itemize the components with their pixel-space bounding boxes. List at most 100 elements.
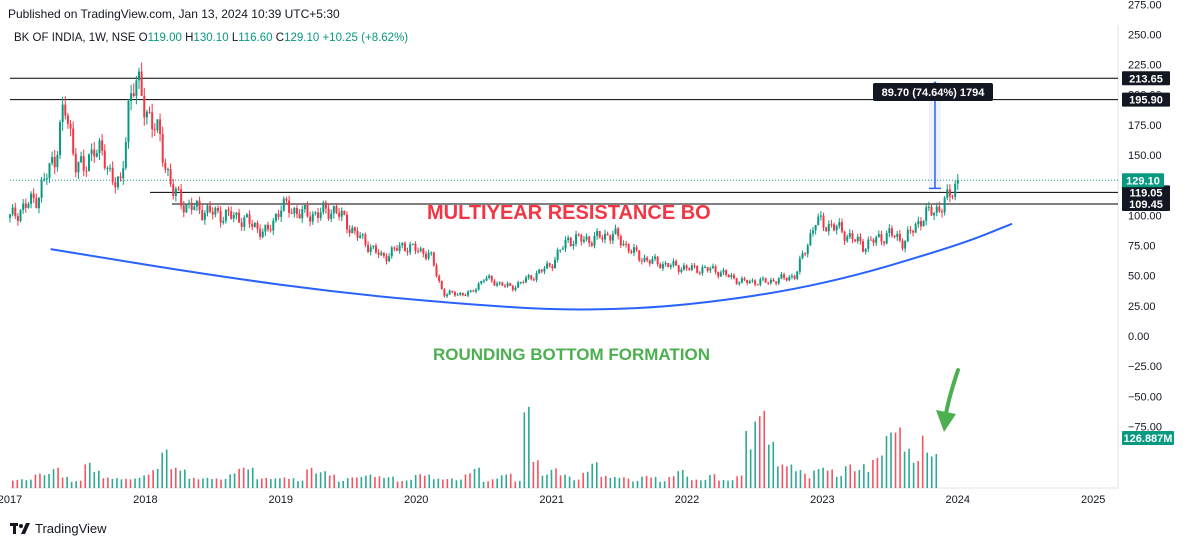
candle-body (546, 263, 549, 269)
tradingview-footer[interactable]: TradingView (10, 521, 107, 536)
candle-body (614, 228, 617, 235)
candle-body (493, 280, 496, 286)
candle-body (467, 291, 470, 296)
x-tick-label: 2017 (0, 494, 22, 506)
candle-body (251, 223, 254, 227)
candle-body (809, 233, 812, 246)
candle-body (754, 280, 757, 285)
volume-bar (84, 464, 87, 488)
volume-bar (446, 479, 449, 488)
volume-bar (605, 475, 607, 488)
candle-body (359, 235, 362, 238)
volume-bar (509, 473, 512, 488)
x-tick-label: 2018 (133, 494, 157, 506)
candle-body (56, 155, 59, 168)
close-label: C (275, 32, 285, 44)
volume-bar (645, 475, 648, 488)
candle-body (290, 212, 293, 214)
candle-body (846, 236, 849, 241)
candle-body (240, 222, 243, 227)
candle-body (943, 197, 946, 213)
candle-body (817, 216, 820, 226)
candle-body (424, 253, 427, 259)
candle-body (11, 207, 14, 215)
candle-body (704, 267, 707, 269)
volume-bar (301, 480, 304, 488)
candle-body (525, 277, 528, 283)
candle-body (643, 257, 646, 262)
candle-body (688, 268, 691, 270)
x-tick-label: 2019 (269, 494, 293, 506)
candle-body (719, 272, 722, 277)
candle-body (140, 71, 143, 96)
volume-bar (419, 474, 422, 488)
candle-body (764, 278, 767, 283)
volume-bar (700, 480, 702, 488)
volume-bar (98, 470, 100, 488)
candle-body (159, 119, 162, 134)
volume-bar (197, 479, 200, 488)
volume-bar (174, 467, 177, 488)
volume-bar (229, 474, 231, 488)
volume-bar (392, 476, 394, 488)
volume-bar (894, 432, 897, 488)
level-label: 119.05 (1122, 185, 1170, 200)
candle-body (132, 93, 135, 97)
volume-bar (813, 470, 815, 488)
candle-body (443, 289, 446, 297)
low-value: 116.60 (238, 32, 273, 44)
volume-bar (297, 481, 299, 488)
candle-body (717, 272, 720, 277)
volume-bar (668, 477, 670, 488)
candle-body (301, 209, 304, 219)
candle-body (72, 128, 75, 154)
candle-body (180, 189, 183, 206)
x-tick-label: 2023 (810, 494, 834, 506)
rounding-bottom-curve (50, 222, 1013, 311)
measure-arrow[interactable]: 89.70 (74.64%) 1794 (873, 81, 993, 190)
volume-label-bg (1122, 431, 1174, 445)
volume-bar (478, 467, 480, 488)
volume-bar (695, 479, 698, 488)
candle-body (153, 129, 156, 131)
candle-body (130, 93, 133, 101)
volume-bar (21, 479, 23, 488)
candle-body (224, 209, 227, 221)
volume-bar (283, 477, 286, 488)
candle-body (825, 227, 828, 232)
price-axis[interactable]: 275.00250.00225.00200.00175.00150.00125.… (1128, 0, 1162, 433)
volume-bar (677, 471, 680, 488)
candle-body (211, 211, 214, 215)
candle-body (588, 236, 591, 244)
candle-body (761, 278, 764, 280)
candle-body (135, 80, 138, 97)
volume-bar (288, 478, 290, 488)
candle-body (280, 210, 283, 217)
candle-body (701, 267, 704, 274)
volume-bar (514, 481, 517, 488)
volume-bar (378, 476, 381, 488)
volume-bar (835, 476, 838, 488)
candle-body (232, 215, 235, 219)
volume-bar (564, 474, 566, 488)
resistance-annotation: MULTIYEAR RESISTANCE BO (427, 202, 711, 224)
candle-body (356, 230, 359, 238)
candle-body (854, 239, 857, 242)
candle-body (285, 198, 288, 201)
candle-body (214, 207, 217, 215)
candle-body (648, 260, 651, 264)
volume-bar (709, 474, 711, 488)
candle-body (769, 279, 772, 284)
candle-body (933, 212, 936, 216)
x-tick-label: 2025 (1081, 494, 1105, 506)
symbol-name[interactable]: BK OF INDIA, 1W, NSE (14, 32, 136, 44)
time-axis[interactable]: 2017 2018 2019 2020 2021 2022 2023 2024 2025 (0, 494, 1105, 506)
candle-body (430, 252, 433, 254)
candle-body (390, 247, 393, 257)
candle-body (696, 265, 699, 273)
candle-body (259, 228, 262, 237)
volume-bar (568, 476, 571, 488)
candle-body (582, 239, 585, 242)
candle-body (64, 104, 67, 116)
